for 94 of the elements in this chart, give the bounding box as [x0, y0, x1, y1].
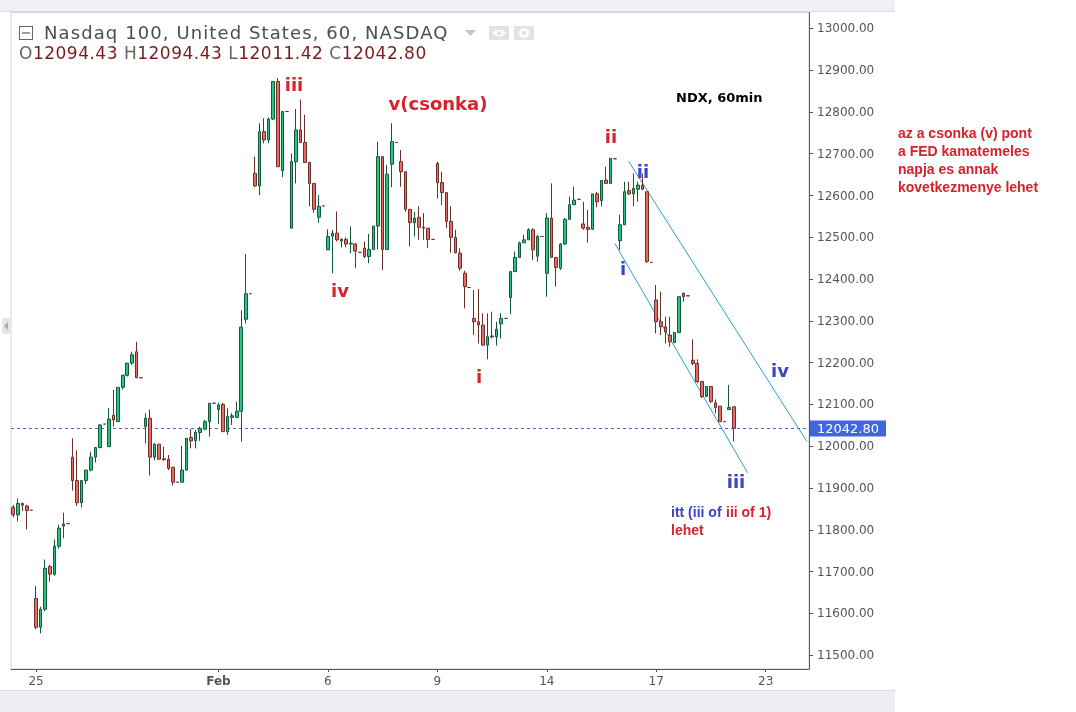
candlestick [335, 210, 339, 242]
y-tick-label: 11600.00 [817, 606, 875, 621]
candlestick [112, 389, 115, 428]
candlestick [349, 225, 353, 254]
annotation: ii [636, 161, 650, 182]
y-tick-label: 12000.00 [817, 439, 875, 454]
candlestick [645, 191, 649, 264]
candlestick [317, 194, 321, 224]
candlestick [595, 191, 599, 208]
candlestick [417, 205, 421, 241]
y-tick-label: 11900.00 [817, 481, 875, 496]
annotation: iii [284, 74, 304, 95]
candlestick [144, 412, 147, 444]
candlestick [344, 236, 348, 248]
candlestick [385, 164, 389, 250]
annotation: itt (iii of [671, 504, 722, 520]
candlestick [609, 157, 612, 184]
x-tick-label: 6 [324, 674, 332, 688]
candlestick [253, 156, 257, 188]
y-tick-label: 12400.00 [817, 272, 875, 287]
annotation: iv [771, 360, 789, 381]
candlestick [281, 111, 284, 178]
x-tick-label: Feb [206, 674, 232, 688]
annotation: iii of 1) [726, 504, 772, 520]
ref-line-label: 12042.80 [817, 420, 880, 436]
candlestick [276, 77, 280, 168]
candlestick [217, 402, 220, 425]
text: O12094.43 H12094.43 L12011.42 C12042.80 [19, 43, 427, 63]
candlestick [458, 247, 462, 272]
annotation: iii [726, 471, 746, 492]
candlestick [363, 241, 366, 259]
candlestick [732, 406, 736, 442]
x-tick-label: 17 [648, 674, 664, 688]
candlestick [353, 242, 357, 269]
y-tick-label: 12100.00 [817, 397, 875, 412]
candlestick [11, 504, 15, 518]
y-tick-label: 11500.00 [817, 648, 875, 663]
candlestick [221, 402, 225, 433]
candlestick [16, 498, 20, 522]
candlestick [148, 408, 152, 477]
candlestick [258, 122, 261, 196]
candlestick [463, 270, 467, 309]
y-tick-label: 12800.00 [817, 104, 875, 119]
x-tick-label: 23 [758, 674, 774, 688]
candlestick [25, 504, 29, 530]
candlestick [381, 156, 384, 271]
annotation: iv [331, 280, 349, 301]
y-tick-label: 12600.00 [817, 188, 875, 203]
annotation: v(csonka) [388, 93, 488, 114]
candlestick [536, 234, 539, 263]
x-tick-label: 9 [433, 674, 442, 688]
candlestick [545, 212, 549, 298]
candlestick [604, 166, 608, 184]
candlestick [34, 585, 38, 630]
candlestick [262, 117, 266, 144]
x-tick-label: 14 [539, 674, 555, 688]
annotation: i [619, 258, 627, 279]
candlestick [48, 564, 52, 583]
candlestick [627, 181, 631, 196]
candlestick [189, 428, 193, 449]
candlestick [591, 193, 594, 230]
x-tick-label: 25 [28, 674, 44, 688]
candlestick [727, 384, 731, 410]
candlestick [499, 312, 503, 339]
candlestick [62, 512, 65, 539]
text: az a csonka (v) pont a FED kamatemeles napja es annak kovetkezmenye lehet [898, 124, 1039, 196]
annotation: NDX, 60min [676, 89, 763, 105]
candlestick [413, 211, 416, 237]
candlestick [244, 253, 248, 324]
candlestick [153, 442, 156, 461]
candlestick [531, 227, 535, 261]
candlestick [340, 237, 343, 248]
candlestick [135, 341, 138, 379]
candlestick [107, 407, 111, 448]
candlestick [376, 141, 380, 250]
text: Nasdaq 100, United States, 60, NASDAQ [44, 22, 449, 43]
y-tick-label: 12200.00 [817, 355, 875, 370]
annotation: lehet [671, 522, 704, 538]
candlestick [239, 309, 243, 443]
candlestick [600, 179, 603, 207]
candlestick [709, 386, 713, 404]
annotation: i [475, 366, 483, 387]
y-tick-label: 11700.00 [817, 564, 875, 579]
y-tick-label: 12300.00 [817, 313, 875, 328]
candlestick [682, 291, 685, 303]
y-tick-label: 12500.00 [817, 230, 875, 245]
candlestick [705, 386, 708, 398]
y-tick-label: 13000.00 [817, 21, 875, 36]
y-tick-label: 11800.00 [817, 522, 875, 537]
candlestick [390, 122, 394, 188]
y-tick-label: 12700.00 [817, 146, 875, 161]
y-tick-label: 12900.00 [817, 63, 875, 78]
candlestick [668, 316, 672, 348]
annotation: ii [604, 126, 618, 147]
